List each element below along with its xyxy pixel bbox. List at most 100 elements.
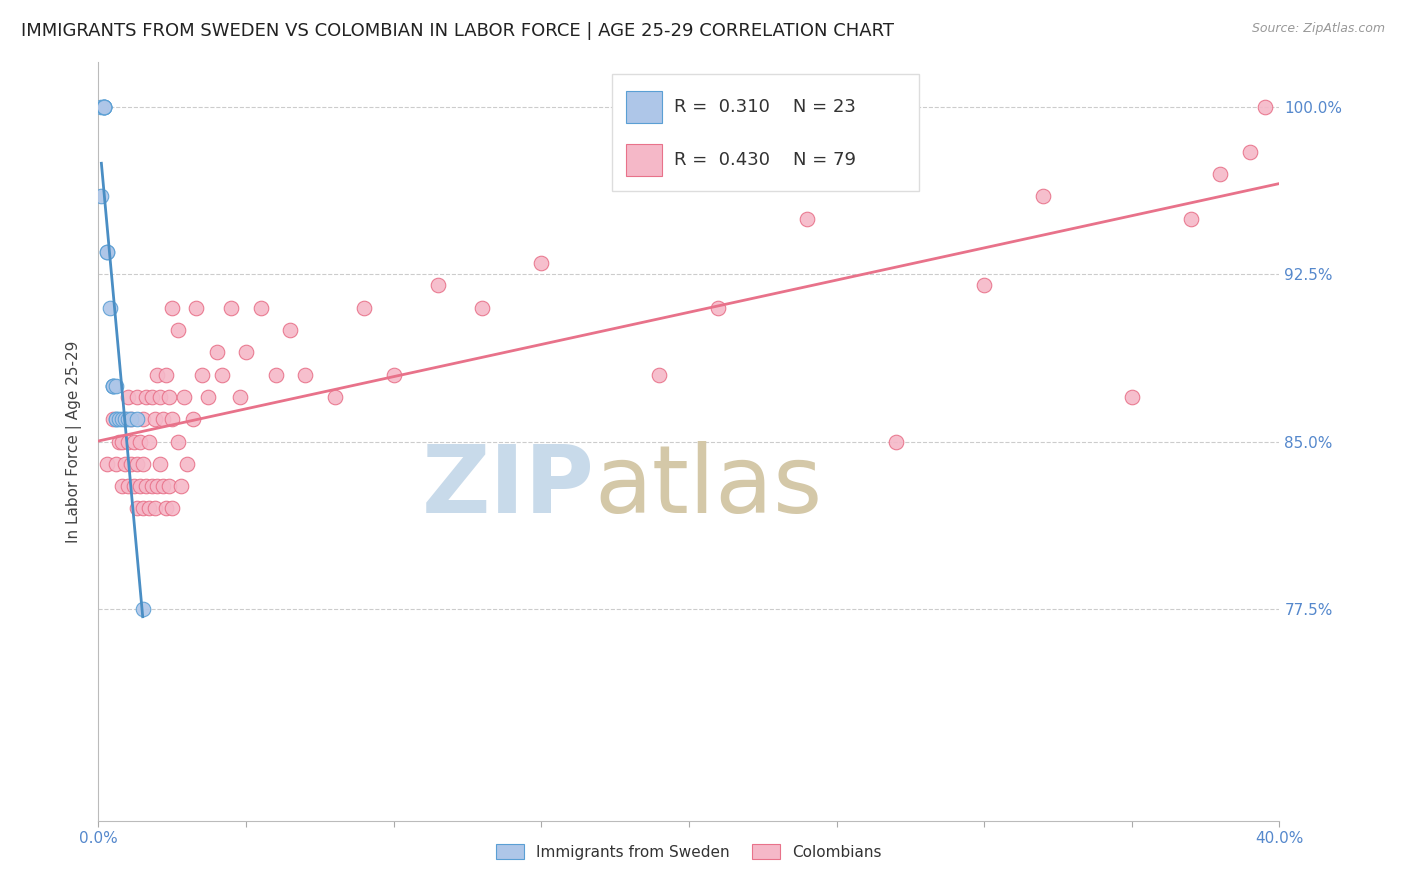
- Point: [108, 434, 131, 449]
- Point: [280, 323, 302, 337]
- Point: [98, 301, 121, 315]
- FancyBboxPatch shape: [612, 74, 920, 191]
- Point: [120, 457, 142, 471]
- Point: [103, 412, 125, 426]
- Point: [294, 368, 316, 382]
- Point: [205, 345, 228, 359]
- Point: [135, 390, 157, 404]
- Point: [135, 479, 157, 493]
- Point: [796, 211, 818, 226]
- Point: [884, 434, 907, 449]
- Point: [427, 278, 450, 293]
- Point: [162, 412, 183, 426]
- Point: [1209, 167, 1232, 181]
- Point: [1032, 189, 1054, 203]
- Point: [103, 378, 125, 392]
- Point: [111, 434, 134, 449]
- Point: [155, 368, 177, 382]
- Point: [120, 412, 142, 426]
- Point: [149, 390, 172, 404]
- Text: IMMIGRANTS FROM SWEDEN VS COLOMBIAN IN LABOR FORCE | AGE 25-29 CORRELATION CHART: IMMIGRANTS FROM SWEDEN VS COLOMBIAN IN L…: [21, 22, 894, 40]
- Point: [93, 100, 115, 114]
- Point: [117, 434, 139, 449]
- Point: [141, 390, 163, 404]
- Point: [122, 479, 145, 493]
- Point: [648, 368, 671, 382]
- Y-axis label: In Labor Force | Age 25-29: In Labor Force | Age 25-29: [66, 341, 83, 542]
- Point: [105, 412, 128, 426]
- Point: [120, 412, 142, 426]
- Point: [117, 479, 139, 493]
- Point: [114, 457, 136, 471]
- Point: [323, 390, 346, 404]
- Point: [176, 457, 198, 471]
- Point: [93, 100, 115, 114]
- Point: [105, 378, 128, 392]
- Point: [93, 100, 115, 114]
- Point: [114, 412, 136, 426]
- Point: [184, 301, 207, 315]
- Point: [96, 457, 118, 471]
- Bar: [626, 145, 662, 177]
- Point: [143, 412, 166, 426]
- Point: [707, 301, 730, 315]
- Point: [111, 479, 134, 493]
- Point: [105, 457, 128, 471]
- Point: [167, 323, 190, 337]
- Point: [103, 378, 125, 392]
- Text: atlas: atlas: [595, 441, 823, 533]
- Point: [132, 501, 155, 516]
- Point: [149, 457, 172, 471]
- Text: R =  0.430    N = 79: R = 0.430 N = 79: [673, 152, 856, 169]
- Point: [250, 301, 273, 315]
- Point: [1254, 100, 1277, 114]
- Point: [530, 256, 553, 270]
- Point: [235, 345, 257, 359]
- Point: [152, 479, 174, 493]
- Point: [114, 412, 136, 426]
- Point: [96, 244, 118, 259]
- Point: [221, 301, 243, 315]
- Point: [146, 368, 169, 382]
- Point: [117, 390, 139, 404]
- Point: [125, 390, 148, 404]
- Point: [191, 368, 214, 382]
- Point: [1180, 211, 1202, 226]
- Point: [117, 412, 139, 426]
- Point: [108, 412, 131, 426]
- Point: [138, 434, 160, 449]
- Text: Source: ZipAtlas.com: Source: ZipAtlas.com: [1251, 22, 1385, 36]
- Point: [1239, 145, 1261, 159]
- Point: [132, 601, 155, 615]
- Point: [138, 501, 160, 516]
- Point: [353, 301, 375, 315]
- Point: [90, 100, 112, 114]
- Point: [143, 501, 166, 516]
- Bar: [626, 91, 662, 123]
- Point: [162, 301, 183, 315]
- Text: ZIP: ZIP: [422, 441, 595, 533]
- Point: [264, 368, 287, 382]
- Point: [125, 501, 148, 516]
- Point: [155, 501, 177, 516]
- Point: [132, 457, 155, 471]
- Point: [157, 390, 180, 404]
- Point: [125, 457, 148, 471]
- Point: [103, 378, 125, 392]
- Point: [181, 412, 204, 426]
- Point: [125, 412, 148, 426]
- Point: [105, 412, 128, 426]
- Legend: Immigrants from Sweden, Colombians: Immigrants from Sweden, Colombians: [491, 838, 887, 866]
- Point: [93, 100, 115, 114]
- Point: [167, 434, 190, 449]
- Point: [173, 390, 195, 404]
- Point: [157, 479, 180, 493]
- Point: [471, 301, 494, 315]
- Point: [90, 189, 112, 203]
- Point: [128, 479, 150, 493]
- Text: R =  0.310    N = 23: R = 0.310 N = 23: [673, 98, 855, 116]
- Point: [170, 479, 193, 493]
- Point: [229, 390, 252, 404]
- Point: [132, 412, 155, 426]
- Point: [111, 412, 134, 426]
